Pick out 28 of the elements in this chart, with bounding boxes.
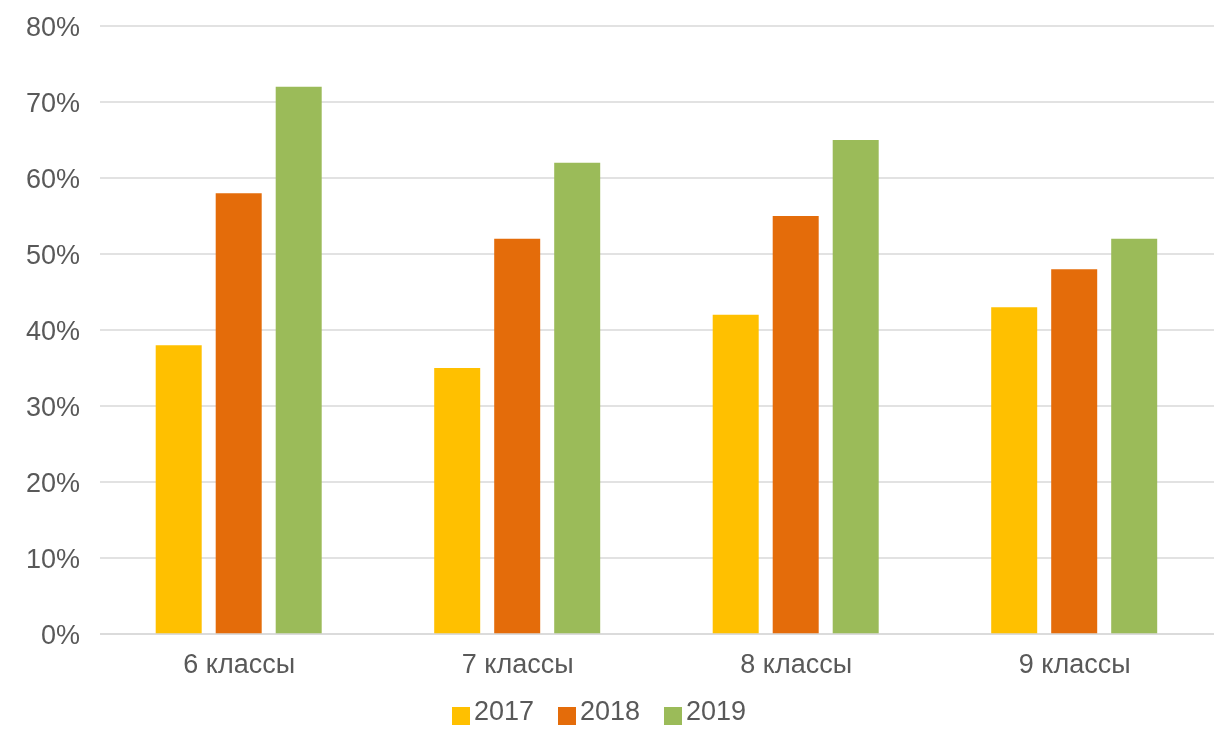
y-tick-label: 0% (40, 619, 80, 650)
y-tick-label: 30% (25, 391, 80, 422)
x-tick-label: 7 классы (461, 649, 574, 680)
legend-label: 2017 (473, 696, 534, 726)
y-tick-label: 50% (25, 239, 80, 270)
bar (434, 368, 481, 634)
bar (215, 193, 262, 634)
y-tick-label: 60% (25, 163, 80, 194)
bar (991, 307, 1038, 634)
y-tick-label: 10% (25, 543, 80, 574)
legend-label: 2018 (579, 696, 641, 726)
bar (494, 238, 541, 634)
bar (712, 314, 759, 634)
bar (1111, 238, 1158, 634)
y-tick-label: 40% (25, 315, 80, 346)
y-tick-label: 20% (25, 467, 80, 498)
legend-label: 2019 (686, 696, 747, 726)
bar (1051, 269, 1098, 634)
bar (832, 140, 879, 634)
x-tick-label: 6 классы (183, 649, 296, 680)
y-tick-label: 80% (25, 11, 80, 42)
x-tick-label: 9 классы (1018, 649, 1131, 680)
x-tick-label: 8 классы (740, 649, 853, 680)
bar (275, 86, 322, 634)
bar (155, 345, 202, 634)
y-tick-label: 70% (25, 87, 80, 118)
bar (772, 216, 819, 634)
bar (554, 162, 601, 634)
